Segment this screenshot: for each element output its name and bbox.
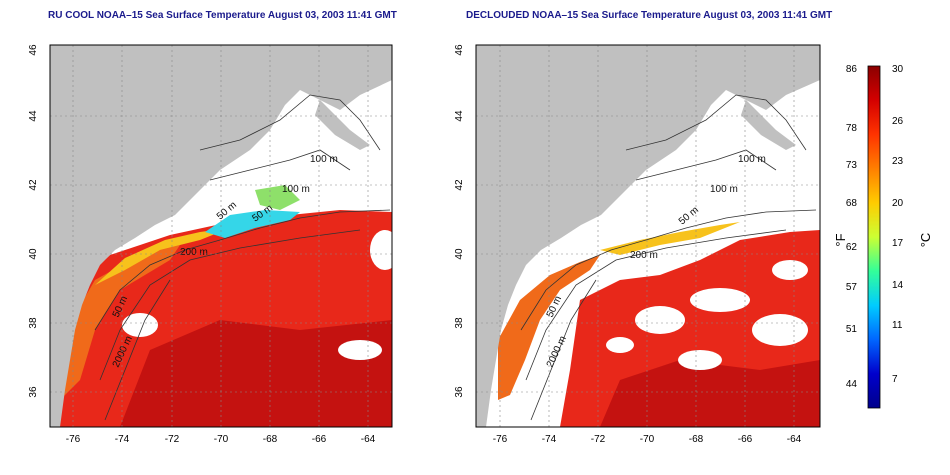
contour-label: 200 m xyxy=(630,250,658,261)
contour-label: 200 m xyxy=(180,247,208,258)
colorbar-gradient xyxy=(867,65,881,409)
shelf-sea-region xyxy=(498,255,600,400)
grid-lines xyxy=(50,45,392,427)
contour-line xyxy=(104,279,171,421)
cool-sea-region xyxy=(600,222,740,255)
fahrenheit-tick-label: 68 xyxy=(846,198,858,209)
contour-line xyxy=(209,149,351,181)
contour-line xyxy=(530,279,597,421)
cloud-patch xyxy=(635,306,685,334)
cloud-patch xyxy=(122,313,158,337)
map-frame xyxy=(475,44,821,428)
contour-label: 100 m xyxy=(310,154,338,165)
celsius-tick-label: 23 xyxy=(892,156,904,167)
x-tick-label: -66 xyxy=(738,434,753,445)
x-tick-label: -72 xyxy=(165,434,180,445)
fahrenheit-tick-label: 73 xyxy=(846,160,858,171)
y-tick-label: 40 xyxy=(28,248,39,260)
x-tick-label: -68 xyxy=(263,434,278,445)
hot-sea-region xyxy=(120,320,392,427)
left-map-title: RU COOL NOAA–15 Sea Surface Temperature … xyxy=(48,10,397,21)
y-tick-label: 38 xyxy=(454,317,465,329)
celsius-tick-label: 11 xyxy=(892,320,903,331)
x-tick-label: -74 xyxy=(542,434,557,445)
contour-line xyxy=(625,94,807,151)
celsius-tick-label: 17 xyxy=(892,238,904,249)
hot-sea-region xyxy=(600,360,820,427)
y-tick-label: 42 xyxy=(28,179,39,191)
celsius-tick-label: 30 xyxy=(892,64,904,75)
land-area xyxy=(50,45,392,427)
contour-line xyxy=(199,94,381,151)
x-tick-label: -76 xyxy=(493,434,508,445)
contour-line xyxy=(99,229,361,381)
contour-line xyxy=(94,209,391,331)
land-peninsula xyxy=(741,100,796,150)
x-tick-label: -74 xyxy=(115,434,130,445)
contour-line xyxy=(525,229,787,381)
shelf-sea-region xyxy=(60,245,180,400)
contour-line xyxy=(635,149,777,181)
cloud-patch xyxy=(338,340,382,360)
y-tick-label: 44 xyxy=(454,110,465,122)
celsius-tick-label: 14 xyxy=(892,280,904,291)
y-tick-label: 36 xyxy=(454,386,465,398)
x-tick-label: -70 xyxy=(640,434,655,445)
x-tick-label: -76 xyxy=(66,434,81,445)
x-tick-label: -64 xyxy=(361,434,376,445)
fahrenheit-tick-label: 57 xyxy=(846,282,858,293)
fahrenheit-tick-label: 51 xyxy=(846,324,858,335)
y-tick-label: 36 xyxy=(28,386,39,398)
fahrenheit-tick-label: 44 xyxy=(846,379,858,390)
cold-sea-patch xyxy=(255,185,300,210)
celsius-tick-label: 20 xyxy=(892,198,904,209)
celsius-tick-label: 7 xyxy=(892,374,898,385)
y-tick-label: 40 xyxy=(454,248,465,260)
x-tick-label: -68 xyxy=(689,434,704,445)
x-tick-label: -72 xyxy=(591,434,606,445)
grid-lines xyxy=(476,45,820,427)
cloud-patch xyxy=(678,350,722,370)
fahrenheit-unit-label: °F xyxy=(833,233,848,246)
x-tick-label: -66 xyxy=(312,434,327,445)
cloud-patch xyxy=(772,260,808,280)
cloud-patch xyxy=(370,230,392,270)
contour-label: 100 m xyxy=(282,184,310,195)
celsius-unit-label: °C xyxy=(918,233,933,248)
x-tick-label: -70 xyxy=(214,434,229,445)
contour-label: 100 m xyxy=(738,154,766,165)
fahrenheit-tick-label: 78 xyxy=(846,123,858,134)
y-tick-label: 38 xyxy=(28,317,39,329)
fahrenheit-tick-label: 62 xyxy=(846,242,858,253)
x-tick-label: -64 xyxy=(787,434,802,445)
land-area xyxy=(476,45,820,427)
cold-sea-region xyxy=(205,210,300,238)
celsius-tick-label: 26 xyxy=(892,116,904,127)
right-map-title: DECLOUDED NOAA–15 Sea Surface Temperatur… xyxy=(466,10,833,21)
cloud-patch xyxy=(690,288,750,312)
contour-line xyxy=(520,209,817,331)
contour-label: 100 m xyxy=(710,184,738,195)
cloud-patch xyxy=(606,337,634,353)
land-peninsula xyxy=(315,100,370,150)
map-frame xyxy=(49,44,393,428)
y-tick-label: 46 xyxy=(28,44,39,56)
y-tick-label: 46 xyxy=(454,44,465,56)
y-tick-label: 44 xyxy=(28,110,39,122)
y-tick-label: 42 xyxy=(454,179,465,191)
fahrenheit-tick-label: 86 xyxy=(846,64,858,75)
